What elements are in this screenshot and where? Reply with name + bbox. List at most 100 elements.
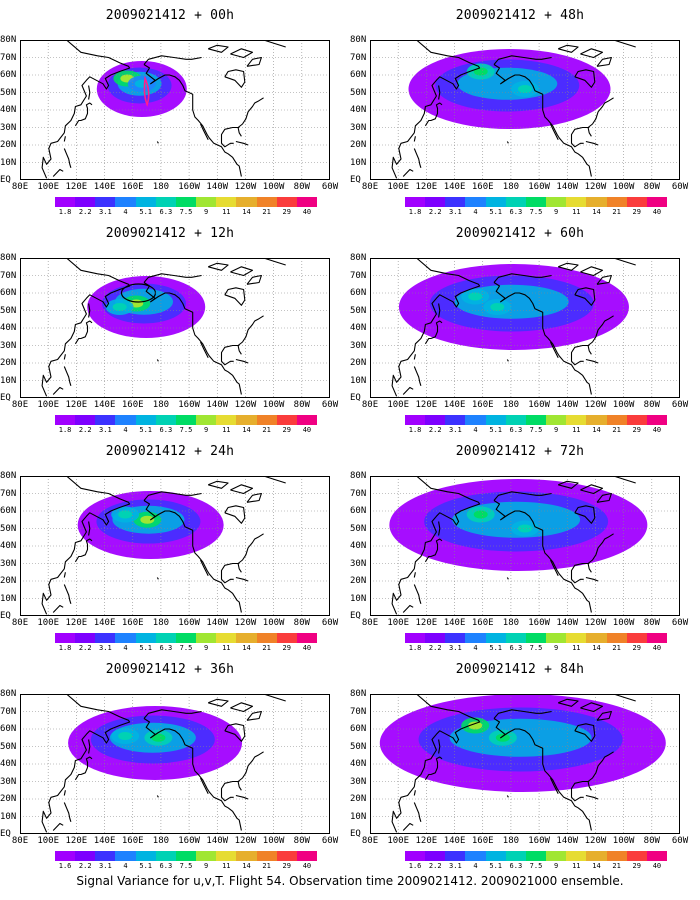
map-panel: 2009021412 + 60h 80N 70N 60N 50N 40N 30N 20N 10N… <box>350 218 690 434</box>
colorbar-swatch <box>465 197 486 207</box>
colorbar-tick-label: 7.5 <box>179 208 193 216</box>
longitude-tick-label: 80W <box>293 836 310 846</box>
latitude-tick-label: 20N <box>350 794 367 804</box>
longitude-tick-label: 160W <box>528 182 550 192</box>
colorbar-tick-label: 1.8 <box>58 208 72 216</box>
graticule <box>370 476 680 616</box>
longitude-tick-label: 180 <box>152 182 170 192</box>
latitude-tick-label: 70N <box>350 488 367 499</box>
colorbar-swatch <box>525 197 547 207</box>
coastlines <box>41 258 286 397</box>
colorbar-swatch <box>296 851 318 861</box>
variance-peak <box>518 524 532 533</box>
colorbar-swatch <box>505 633 526 643</box>
colorbar-tick-label: 21 <box>612 426 621 434</box>
colorbar-swatch <box>155 851 176 861</box>
variance-peak <box>468 721 483 730</box>
longitude-tick-label: 140W <box>556 836 579 846</box>
colorbar-tick-label: 29 <box>632 644 641 652</box>
latitude-tick-label: 80N <box>0 471 17 481</box>
colorbar-swatch <box>216 415 237 425</box>
colorbar-swatch <box>586 197 607 207</box>
latitude-tick-label: 10N <box>0 157 17 168</box>
colorbar-tick-label: 2.2 <box>78 862 92 870</box>
map-frame <box>20 40 330 180</box>
colorbar-tick-label: 29 <box>632 426 641 434</box>
colorbar-swatch <box>586 633 607 643</box>
colorbar-swatch <box>175 415 197 425</box>
colorbar-tick-label: 11 <box>222 208 231 216</box>
colorbar-labels: 1.6 2.2 3.1 4 5.1 6.3 7.5 9 11 14 21 29 40 <box>405 862 667 872</box>
colorbar-swatch <box>95 633 116 643</box>
latitude-tick-label: 30N <box>350 776 367 787</box>
longitude-tick-label: 140W <box>206 400 229 410</box>
colorbar-tick-label: 5.1 <box>139 644 153 652</box>
latitude-tick-label: 70N <box>0 706 17 717</box>
colorbar-swatch <box>485 851 506 861</box>
latitude-tick-label: 10N <box>350 593 367 604</box>
longitude-tick-label: 140W <box>556 618 579 628</box>
colorbar-tick-label: 40 <box>302 644 312 652</box>
colorbar <box>55 851 318 861</box>
longitude-tick-label: 120W <box>584 400 607 410</box>
panel-title: 2009021412 + 84h <box>455 662 585 677</box>
colorbar-swatch <box>445 851 466 861</box>
variance-peak <box>140 515 155 524</box>
coastlines <box>41 40 286 179</box>
colorbar-tick-label: 4 <box>473 644 478 652</box>
colorbar-swatch <box>276 415 297 425</box>
panel-title: 2009021412 + 48h <box>455 8 585 23</box>
colorbar-tick-label: 14 <box>592 862 601 870</box>
colorbar-swatch <box>525 851 547 861</box>
variance-map <box>20 258 330 398</box>
latitude-tick-label: 20N <box>0 794 17 804</box>
longitude-tick-label: 100E <box>387 836 410 846</box>
longitude-tick-label: 100W <box>262 182 285 192</box>
colorbar-swatch <box>525 415 547 425</box>
colorbar-swatch <box>586 415 607 425</box>
colorbar-swatch <box>276 197 297 207</box>
panel-title: 2009021412 + 00h <box>105 8 235 23</box>
variance-peak <box>495 733 510 742</box>
map-panel: 2009021412 + 24h 80N 70N 60N 50N 40N 30N 20N 10N… <box>0 436 340 652</box>
longitude-tick-label: 80E <box>11 618 29 628</box>
latitude-tick-label: 50N <box>0 523 17 534</box>
colorbar-tick-label: 21 <box>262 862 271 870</box>
coastlines <box>391 40 636 179</box>
colorbar-swatch <box>236 415 257 425</box>
variance-peak <box>468 292 483 301</box>
latitude-tick-label: 50N <box>350 87 367 98</box>
latitude-tick-label: 70N <box>0 488 17 499</box>
colorbar-labels: 1.8 2.2 3.1 4 5.1 6.3 7.5 9 11 14 21 29 40 <box>405 208 667 218</box>
longitude-tick-label: 120W <box>584 836 607 846</box>
latitude-tick-label: 60N <box>350 70 367 80</box>
colorbar <box>55 415 318 425</box>
figure-caption: Signal Variance for u,v,T. Flight 54. Ob… <box>76 874 624 888</box>
latitude-tick-label: 20N <box>0 576 17 586</box>
latitude-tick-label: 70N <box>0 270 17 281</box>
colorbar-tick-label: 1.8 <box>408 644 422 652</box>
coastlines <box>391 476 636 615</box>
longitude-tick-label: 100E <box>387 618 410 628</box>
longitude-tick-label: 80E <box>361 618 379 628</box>
longitude-tick-label: 100E <box>37 618 60 628</box>
colorbar-tick-label: 2.2 <box>428 426 442 434</box>
latitude-tick-label: EQ <box>350 175 361 185</box>
longitude-tick-label: 120E <box>65 836 88 846</box>
graticule <box>370 694 680 834</box>
colorbar-tick-label: 2.2 <box>428 862 442 870</box>
longitude-tick-label: 80E <box>361 836 379 846</box>
colorbar-tick-label: 2.2 <box>78 426 92 434</box>
latitude-tick-label: 30N <box>0 776 17 787</box>
coastlines <box>41 694 286 833</box>
colorbar-tick-label: 21 <box>612 644 621 652</box>
latitude-tick-label: 50N <box>0 741 17 752</box>
latitude-tick-label: 80N <box>0 35 17 45</box>
colorbar-swatch <box>445 633 466 643</box>
longitude-tick-label: 100W <box>612 400 635 410</box>
colorbar-tick-label: 6.3 <box>159 426 173 434</box>
target-contour <box>143 75 150 107</box>
colorbar-swatch <box>256 633 277 643</box>
colorbar-swatch <box>405 851 426 861</box>
colorbar-swatch <box>485 633 506 643</box>
